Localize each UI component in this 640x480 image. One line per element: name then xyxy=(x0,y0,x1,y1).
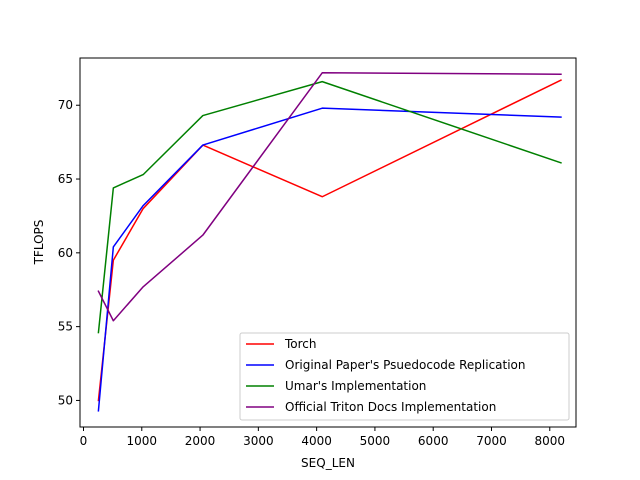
x-axis-label: SEQ_LEN xyxy=(301,456,355,470)
series-line-4 xyxy=(97,72,562,322)
x-tick-label: 7000 xyxy=(476,434,507,448)
y-tick-label: 50 xyxy=(58,393,73,407)
series-line-2 xyxy=(97,107,562,412)
legend: Torch Original Paper's Psuedocode Replica… xyxy=(239,332,570,421)
x-tick-label: 6000 xyxy=(418,434,449,448)
y-axis-label: TFLOPS xyxy=(32,220,46,266)
x-tick-label: 2000 xyxy=(185,434,216,448)
series-line-3 xyxy=(97,80,562,334)
legend-frame xyxy=(239,332,570,421)
y-tick-label: 60 xyxy=(58,246,73,260)
plot-frame xyxy=(79,57,577,428)
legend-label-3: Umar's Implementation xyxy=(285,379,426,393)
x-tick-label: 8000 xyxy=(534,434,565,448)
legend-label-1: Torch xyxy=(284,337,317,351)
y-tick-label: 55 xyxy=(58,320,73,334)
x-tick-label: 1000 xyxy=(127,434,158,448)
x-tick-label: 5000 xyxy=(360,434,391,448)
x-tick-label: 3000 xyxy=(243,434,274,448)
plot-lines xyxy=(97,72,562,412)
legend-label-2: Original Paper's Psuedocode Replication xyxy=(285,358,526,372)
legend-label-4: Official Triton Docs Implementation xyxy=(285,400,496,414)
x-axis-ticks: 0 1000 2000 3000 4000 5000 6000 7000 8000 xyxy=(80,427,565,448)
x-tick-label: 4000 xyxy=(301,434,332,448)
y-axis-ticks: 50 55 60 65 70 xyxy=(58,98,80,407)
y-tick-label: 65 xyxy=(58,172,73,186)
series-line-1 xyxy=(97,79,562,402)
x-tick-label: 0 xyxy=(80,434,88,448)
y-tick-label: 70 xyxy=(58,98,73,112)
